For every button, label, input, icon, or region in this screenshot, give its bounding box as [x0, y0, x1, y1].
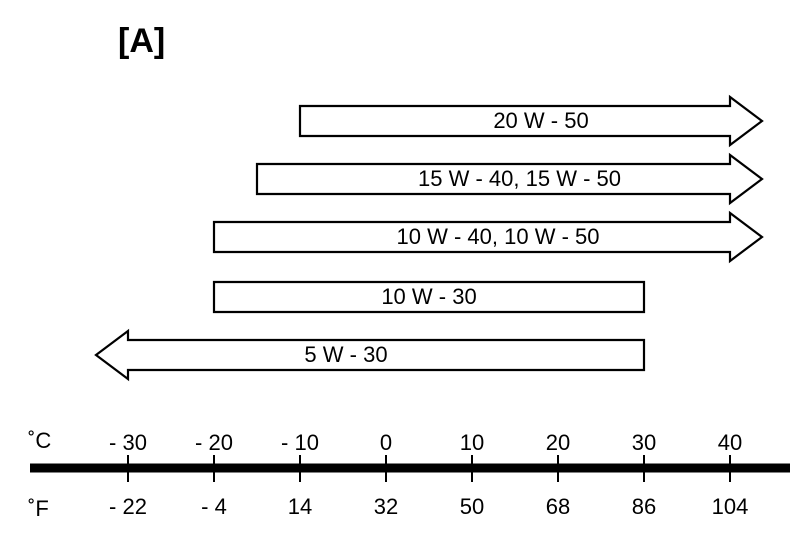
celsius-tick-label: - 30: [109, 430, 147, 455]
viscosity-range-label: 20 W - 50: [493, 108, 589, 133]
celsius-tick-label: 40: [717, 430, 743, 455]
celsius-tick-label: 0: [379, 430, 393, 455]
viscosity-range-arrow: [212, 280, 646, 314]
celsius-tick-label: 10: [459, 430, 485, 455]
fahrenheit-tick-label: - 4: [201, 494, 227, 519]
celsius-tick-label: - 10: [281, 430, 319, 455]
fahrenheit-tick-label: 68: [545, 494, 571, 519]
viscosity-range-arrow: [212, 210, 764, 264]
fahrenheit-tick-label: - 22: [109, 494, 147, 519]
celsius-tick-label: 30: [631, 430, 657, 455]
fahrenheit-tick-label: 50: [459, 494, 485, 519]
viscosity-range-arrow: [255, 152, 764, 206]
viscosity-range-arrow: [94, 328, 646, 382]
fahrenheit-tick-label: 86: [631, 494, 657, 519]
celsius-tick-label: - 20: [195, 430, 233, 455]
viscosity-range-label: 5 W - 30: [304, 342, 388, 367]
viscosity-range-label: 10 W - 40, 10 W - 50: [396, 224, 600, 249]
panel-label: [A]: [118, 22, 166, 60]
celsius-tick-label: 20: [545, 430, 571, 455]
viscosity-range-arrow: [298, 94, 764, 148]
viscosity-range-label: 15 W - 40, 15 W - 50: [418, 166, 621, 191]
fahrenheit-tick-label: 14: [287, 494, 313, 519]
fahrenheit-unit-label: ˚F: [28, 496, 49, 521]
fahrenheit-tick-label: 104: [711, 494, 749, 519]
fahrenheit-tick-label: 32: [373, 494, 399, 519]
viscosity-range-label: 10 W - 30: [381, 284, 477, 309]
celsius-unit-label: ˚C: [28, 428, 52, 453]
